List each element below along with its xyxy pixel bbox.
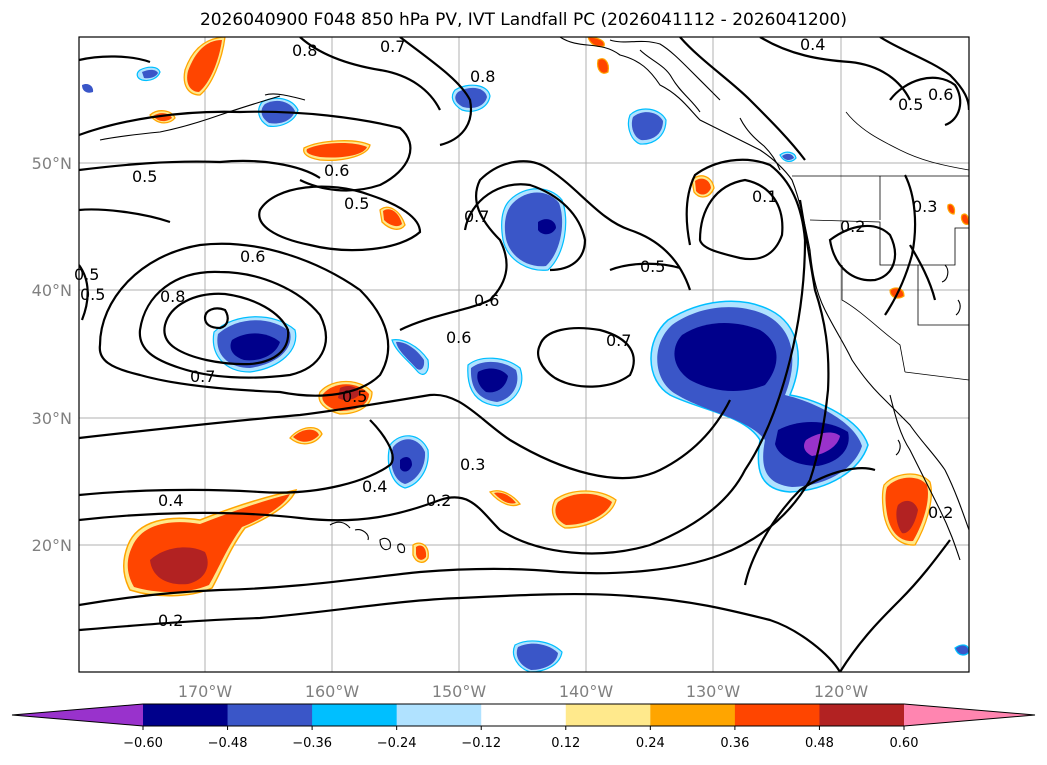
negative-pv-regions [82,66,969,672]
colorbar-tick-label: −0.60 [123,736,163,751]
colorbar-extend-min [12,704,143,726]
colorbar-segment [481,704,567,726]
contour-label: 0.6 [928,85,953,104]
colorbar-tick-label: 0.12 [551,736,580,751]
coastlines [99,37,969,561]
colorbar-segment [143,704,229,726]
political-borders [792,111,969,381]
contour-label: 0.6 [240,247,265,266]
colorbar-tick-label: −0.36 [292,736,332,751]
colorbar: −0.60 −0.48 −0.36 −0.24 −0.12 0.12 0.24 0.36 0.4… [11,703,1036,751]
colorbar-segment [819,704,905,726]
lon-label: 140°W [559,682,614,701]
lon-label: 130°W [686,682,741,701]
lon-label: 160°W [305,682,360,701]
contour-label: 0.2 [840,217,865,236]
contour-label: 0.4 [158,491,183,510]
lon-label: 150°W [432,682,487,701]
contour-label: 0.6 [324,161,349,180]
contour-label: 0.6 [474,291,499,310]
contour-label: 0.1 [752,187,777,206]
colorbar-tick-label: −0.24 [377,736,417,751]
neg-region-coast-purple [804,432,840,456]
contour-label: 0.5 [342,387,367,406]
contour-label: 0.8 [292,41,317,60]
contour-label: 0.5 [344,194,369,213]
lon-label: 120°W [814,682,869,701]
colorbar-tick-label: 0.48 [805,736,834,751]
colorbar-tick-label: −0.12 [461,736,501,751]
contour-label: 0.5 [74,265,99,284]
contour-label: 0.5 [898,95,923,114]
contour-label: 0.2 [426,491,451,510]
contour-label: 0.6 [446,328,471,347]
contour-label: 0.4 [362,477,387,496]
neg-region-west-coast-deep [674,323,777,392]
colorbar-tick-label: 0.24 [636,736,665,751]
lon-label: 170°W [178,682,233,701]
contour-labels: 0.8 0.7 0.8 0.4 0.5 0.6 0.5 0.6 0.5 0.5 … [74,35,953,630]
lat-label: 30°N [32,409,72,428]
contour-label: 0.3 [912,197,937,216]
contour-label: 0.5 [132,167,157,186]
colorbar-segment [396,704,482,726]
colorbar-extend-max [904,704,1035,726]
lat-label: 20°N [32,536,72,555]
contour-label: 0.7 [464,207,489,226]
colorbar-tick-label: 0.36 [720,736,749,751]
map-title: 2026040900 F048 850 hPa PV, IVT Landfall… [199,10,847,30]
contour-label: 0.4 [800,35,825,54]
contour-label: 0.8 [470,67,495,86]
contour-label: 0.8 [160,287,185,306]
longitude-labels: 170°W 160°W 150°W 140°W 130°W 120°W [178,682,869,701]
latitude-labels: 50°N 40°N 30°N 20°N [32,154,72,555]
contour-label: 0.2 [928,503,953,522]
lat-label: 50°N [32,154,72,173]
contour-label: 0.5 [640,257,665,276]
colorbar-segment [227,704,313,726]
positive-pv-regions [123,37,969,597]
map-frame [78,36,970,673]
contour-label: 0.2 [158,611,183,630]
colorbar-segment [312,704,398,726]
contour-label: 0.5 [80,285,105,304]
contour-label: 0.7 [380,37,405,56]
colorbar-tick-label: −0.48 [208,736,248,751]
colorbar-tick-label: 0.60 [890,736,919,751]
lat-label: 40°N [32,281,72,300]
colorbar-segment [650,704,736,726]
colorbar-segment [734,704,820,726]
contour-label: 0.7 [606,331,631,350]
contour-label: 0.7 [190,367,215,386]
contour-label: 0.3 [460,455,485,474]
colorbar-segment [565,704,651,726]
pv-contours [79,37,969,672]
